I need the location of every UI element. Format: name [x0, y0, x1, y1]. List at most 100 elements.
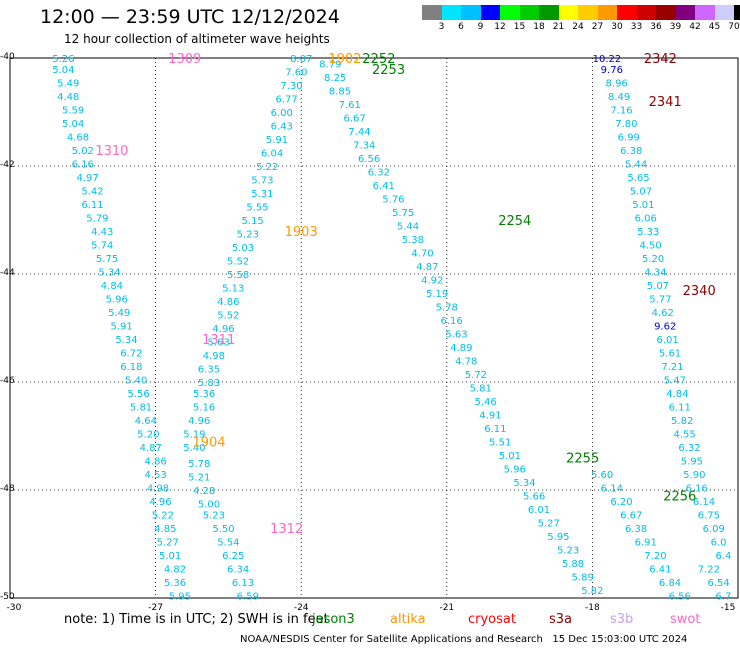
page-subtitle: 12 hour collection of altimeter wave hei…	[64, 32, 330, 46]
wave-height-value: 5.59	[62, 105, 84, 116]
wave-height-value: 5.79	[86, 213, 108, 224]
wave-height-value: 8.85	[329, 86, 351, 97]
wave-height-value: 5.01	[632, 200, 654, 211]
wave-height-value: 5.20	[642, 254, 664, 265]
color-scale-swatch	[695, 5, 715, 20]
wave-height-value: 5.63	[445, 329, 467, 340]
wave-height-value: 6.06	[635, 213, 657, 224]
wave-height-value: 6.4	[715, 551, 731, 562]
wave-height-value: 4.43	[91, 227, 113, 238]
wave-height-value: 6.14	[693, 497, 715, 508]
wave-height-value: 5.66	[523, 491, 545, 502]
color-scale-label: 21	[552, 22, 565, 32]
wave-height-value: 5.58	[227, 270, 249, 281]
wave-height-value: 5.36	[193, 389, 215, 400]
color-scale-swatch	[597, 5, 617, 20]
wave-height-value: 7.34	[353, 140, 375, 151]
color-scale-label: 12	[494, 22, 506, 32]
wave-height-value: 6.14	[601, 483, 623, 494]
wave-height-value: 5.42	[81, 186, 103, 197]
wave-height-value: 5.26	[52, 54, 74, 65]
wave-height-value: 5.40	[125, 375, 147, 386]
pass-id-label: 1902	[328, 52, 361, 67]
satellite-altika: altika	[390, 612, 426, 627]
pass-id-label: 2342	[644, 52, 677, 67]
wave-height-value: 5.96	[504, 464, 526, 475]
color-scale-swatch	[500, 5, 520, 20]
wave-height-value: 4.96	[212, 324, 234, 335]
wave-height-value: 5.78	[436, 302, 458, 313]
wave-height-value: 6.41	[373, 181, 395, 192]
wave-height-value: 5.01	[159, 551, 181, 562]
wave-height-value: 5.83	[198, 378, 220, 389]
wave-height-value: 5.88	[562, 559, 584, 570]
wave-height-value: 4.34	[644, 267, 666, 278]
color-scale-label: 39	[669, 22, 682, 32]
wave-height-value: 4.97	[77, 173, 99, 184]
color-scale-label: 30	[611, 22, 623, 32]
satellite-swot: swot	[670, 612, 701, 627]
wave-height-value: 5.34	[513, 478, 535, 489]
wave-height-value: 6.34	[227, 564, 249, 575]
lon-label: -24	[293, 603, 309, 613]
wave-height-value: 9.76	[601, 65, 623, 76]
wave-height-value: 6.35	[198, 365, 220, 376]
pass-id-label: 2253	[372, 63, 405, 78]
wave-height-value: 6.41	[649, 564, 671, 575]
wave-height-value: 6.84	[659, 578, 681, 589]
wave-height-value: 5.50	[212, 524, 234, 535]
credit-text: NOAA/NESDIS Center for Satellite Applica…	[240, 634, 543, 645]
wave-height-value: 5.27	[157, 537, 179, 548]
wave-height-value: 6.09	[703, 524, 725, 535]
wave-height-value: 5.96	[106, 294, 128, 305]
wave-height-value: 5.46	[474, 397, 496, 408]
wave-height-value: 6.11	[484, 424, 506, 435]
satellite-jason3: jason3	[312, 612, 355, 627]
wave-height-value: 5.21	[188, 473, 210, 484]
wave-height-value: 6.75	[698, 510, 720, 521]
wave-height-value: 5.07	[630, 186, 652, 197]
wave-height-value: 6.43	[271, 122, 293, 133]
wave-height-value: 5.61	[659, 348, 681, 359]
wave-height-value: 5.55	[246, 203, 268, 214]
lon-label: -27	[148, 603, 163, 613]
color-scale-swatch	[519, 5, 539, 20]
wave-height-value: 5.72	[465, 370, 487, 381]
wave-height-value: 7.44	[348, 127, 370, 138]
wave-height-value: 5.75	[392, 208, 414, 219]
credit-timestamp: 15 Dec 15:03:00 UTC 2024	[552, 634, 688, 645]
color-scale-swatch	[461, 5, 481, 20]
pass-id-label: 2340	[683, 284, 716, 299]
wave-height-value: 5.27	[538, 518, 560, 529]
color-scale-label: 9	[477, 22, 484, 32]
wave-height-value: 6.13	[232, 578, 254, 589]
wave-height-value: 6.01	[528, 505, 550, 516]
lon-label: -30	[6, 603, 22, 613]
wave-height-value: 6.99	[618, 132, 640, 143]
color-scale-label: 36	[650, 22, 662, 32]
wave-height-value: 4.96	[188, 416, 210, 427]
wave-height-value: 5.91	[110, 321, 132, 332]
wave-height-value: 5.49	[57, 78, 79, 89]
wave-height-value: 5.47	[664, 375, 686, 386]
color-scale-label: 45	[708, 22, 721, 32]
wave-height-value: 6.16	[686, 483, 708, 494]
pass-id-label: 2256	[663, 489, 696, 504]
wave-height-value: 6.16	[441, 316, 463, 327]
wave-height-value: 5.36	[164, 578, 186, 589]
wave-height-value: 6.20	[610, 497, 632, 508]
wave-height-value: 4.78	[455, 356, 477, 367]
wave-height-value: 6.38	[625, 524, 647, 535]
wave-height-value: 5.44	[397, 221, 419, 232]
wave-height-value: 6.11	[81, 200, 103, 211]
wave-height-value: 8.49	[608, 92, 630, 103]
wave-height-value: 8.96	[606, 78, 628, 89]
wave-height-value: 6.18	[120, 362, 142, 373]
lon-label: -15	[720, 603, 736, 613]
wave-height-value: 5.52	[217, 311, 239, 322]
wave-height-value: 5.77	[649, 294, 671, 305]
wave-height-value: 4.48	[57, 92, 79, 103]
pass-id-label: 2254	[498, 214, 531, 229]
wave-height-value: 4.62	[652, 308, 674, 319]
